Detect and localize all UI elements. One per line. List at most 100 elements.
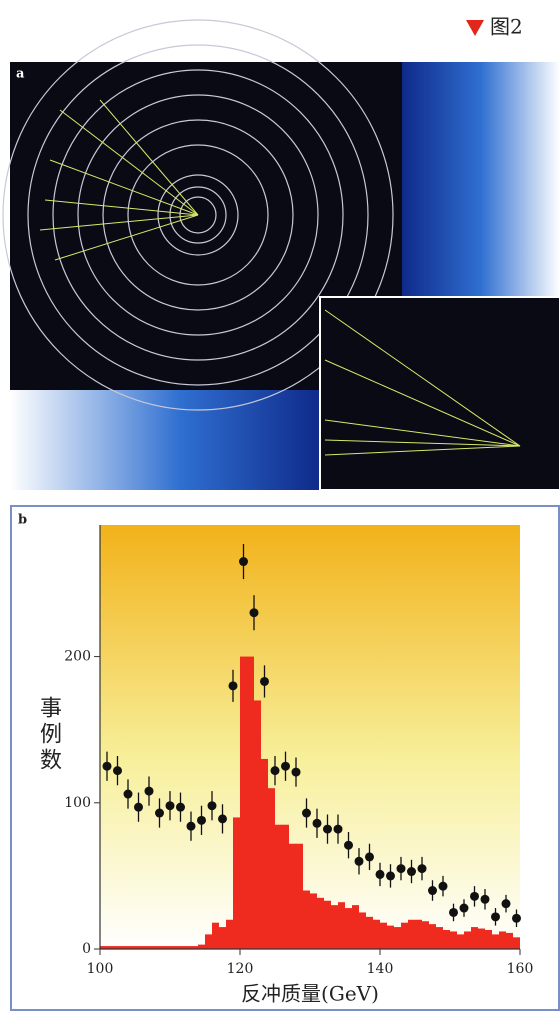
backdrop (402, 62, 560, 297)
histogram-bar (114, 946, 121, 949)
histogram-bar (338, 902, 345, 949)
histogram-bar (163, 946, 170, 949)
histogram-bar (436, 927, 443, 949)
plot-background (100, 525, 520, 949)
data-point (417, 864, 427, 874)
data-point (302, 808, 311, 818)
histogram-bar (492, 934, 499, 949)
histogram-bar (359, 912, 366, 949)
histogram-bar (422, 921, 429, 949)
data-point (375, 869, 385, 879)
histogram-bar (415, 919, 422, 949)
data-point (512, 913, 521, 923)
histogram-bar (170, 946, 177, 949)
zoom-inset (319, 296, 560, 491)
histogram-bar (296, 843, 303, 949)
histogram-bar (121, 946, 128, 949)
data-point (344, 840, 353, 850)
histogram-bar (191, 946, 198, 949)
data-point (480, 894, 490, 904)
data-point (281, 761, 290, 771)
histogram-bar (275, 824, 282, 949)
data-point (396, 864, 406, 874)
data-point (354, 856, 364, 866)
data-point (365, 852, 374, 862)
histogram-bar (443, 929, 450, 949)
histogram-bar (268, 788, 275, 949)
histogram-bar (107, 946, 114, 949)
histogram-bar (100, 946, 107, 949)
histogram-bar (240, 656, 247, 949)
histogram-bar (219, 927, 226, 949)
data-point (102, 761, 112, 771)
histogram-bar (457, 934, 464, 949)
data-point (438, 881, 448, 891)
histogram-bar (499, 931, 506, 949)
data-point (134, 802, 143, 812)
data-point (270, 766, 280, 776)
histogram-bar (485, 929, 492, 949)
data-point (113, 766, 122, 776)
histogram-bar (373, 919, 380, 949)
histogram-bar (282, 824, 289, 949)
histogram-bar (366, 916, 373, 949)
panel-a: a (2, 19, 560, 491)
histogram-bar (450, 931, 457, 949)
data-point (428, 886, 437, 896)
data-point (165, 801, 175, 811)
panel-label: a (16, 67, 25, 82)
data-point (459, 903, 469, 913)
inset-tracks (324, 309, 521, 456)
histogram-bar (128, 946, 135, 949)
histogram-bar (261, 758, 268, 949)
histogram-bar (205, 934, 212, 949)
histogram-bar (142, 946, 149, 949)
x-tick-label: 120 (227, 961, 254, 977)
histogram-bar (212, 922, 219, 949)
data-point (207, 801, 217, 811)
data-point (197, 815, 206, 825)
histogram-bar (303, 890, 310, 949)
data-point (333, 824, 343, 834)
data-point (176, 802, 185, 812)
data-point (386, 871, 395, 881)
y-tick-label: 100 (64, 795, 91, 811)
data-point (323, 824, 332, 834)
data-point (155, 808, 164, 818)
data-point (491, 912, 500, 922)
data-point (291, 767, 301, 777)
histogram-bar (198, 944, 205, 949)
histogram-bar (324, 900, 331, 949)
data-point (228, 681, 238, 691)
histogram-bar (345, 908, 352, 949)
data-point (186, 821, 196, 831)
detector-rings (2, 19, 394, 411)
data-point (470, 891, 479, 901)
x-axis-label: 反冲质量(GeV) (241, 982, 379, 1006)
histogram-bar (233, 817, 240, 949)
histogram-bar (247, 656, 254, 949)
data-point (260, 676, 269, 686)
histogram-bar (380, 922, 387, 949)
histogram-bar (506, 932, 513, 949)
y-axis-label: 事例数 (36, 696, 62, 774)
histogram-bar (387, 925, 394, 949)
histogram-bar (464, 931, 471, 949)
data-point (144, 786, 154, 796)
histogram-bar (289, 843, 296, 949)
data-point (501, 899, 511, 909)
histogram-bar (408, 919, 415, 949)
histogram-bar (401, 922, 408, 949)
data-point (218, 814, 227, 824)
panel-label: b (18, 513, 27, 528)
x-tick-label: 140 (367, 961, 394, 977)
data-point (449, 907, 458, 917)
histogram-bar (394, 927, 401, 949)
histogram-bar (352, 905, 359, 949)
histogram-bar (254, 700, 261, 949)
data-point (239, 557, 248, 567)
histogram-bar (149, 946, 156, 949)
y-tick-label: 0 (82, 941, 91, 957)
figure-label: 图2 (490, 15, 523, 39)
